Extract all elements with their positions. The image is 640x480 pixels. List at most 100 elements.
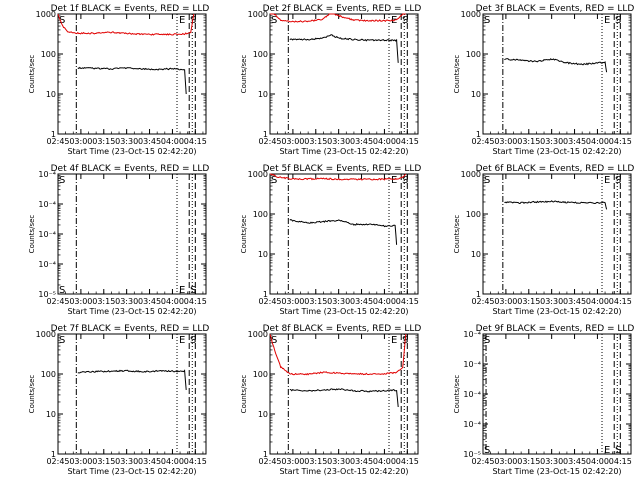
x-tick-label: 04:00 bbox=[161, 457, 184, 466]
axes-frame bbox=[482, 13, 632, 135]
lld-series-line bbox=[57, 13, 195, 36]
detector-panel: Det 2f BLACK = Events, RED = LLD 1 10 100 10… bbox=[240, 4, 421, 156]
x-tick-label: 03:30 bbox=[540, 297, 563, 306]
x-tick-label: 03:00 bbox=[281, 137, 304, 146]
y-axis-label: Counts/sec bbox=[240, 55, 248, 94]
x-tick-label: 04:15 bbox=[184, 457, 207, 466]
marker-label: E bbox=[179, 335, 185, 346]
marker-label: E bbox=[391, 175, 397, 186]
x-tick-label: 03:15 bbox=[304, 137, 327, 146]
marker-label: S bbox=[484, 335, 490, 346]
x-tick-label: 04:15 bbox=[609, 297, 632, 306]
marker-label: S bbox=[190, 335, 196, 346]
x-axis-label: Start Time (23-Oct-15 02:42:20) bbox=[67, 147, 196, 156]
x-tick-label: 04:00 bbox=[161, 137, 184, 146]
events-series-line bbox=[77, 369, 187, 390]
x-tick-label: 03:45 bbox=[563, 457, 586, 466]
x-tick-label: 03:00 bbox=[494, 137, 517, 146]
x-tick-label: 02:45 bbox=[471, 457, 494, 466]
axes-frame bbox=[57, 13, 207, 135]
y-tick-label: 100 bbox=[253, 370, 268, 379]
x-tick-label: 03:00 bbox=[281, 297, 304, 306]
y-axis-label: Counts/sec bbox=[453, 215, 461, 254]
marker-label: S bbox=[615, 15, 621, 26]
marker-label: E bbox=[604, 445, 610, 456]
x-tick-label: 03:30 bbox=[115, 137, 138, 146]
y-tick-label: 1000 bbox=[248, 330, 268, 339]
marker-label: S bbox=[59, 335, 65, 346]
marker-label: E bbox=[391, 335, 397, 346]
y-axis-label: Counts/sec bbox=[28, 55, 36, 94]
y-tick-label: 1000 bbox=[461, 10, 481, 19]
x-tick-label: 03:30 bbox=[327, 297, 350, 306]
marker-label: E bbox=[604, 15, 610, 26]
x-tick-label: 03:00 bbox=[494, 457, 517, 466]
y-tick-label: 10⁻⁴ bbox=[463, 330, 481, 339]
y-tick-label: 100 bbox=[466, 210, 481, 219]
lld-series-line bbox=[270, 173, 407, 181]
x-tick-label: 03:00 bbox=[69, 457, 92, 466]
events-series-line bbox=[289, 219, 398, 245]
panel-title: Det 8f BLACK = Events, RED = LLD bbox=[263, 324, 422, 334]
events-series-line bbox=[77, 66, 187, 95]
y-tick-label: 1000 bbox=[36, 10, 56, 19]
x-tick-label: 02:45 bbox=[46, 137, 69, 146]
marker-label: S bbox=[59, 15, 65, 26]
x-tick-label: 03:15 bbox=[304, 297, 327, 306]
y-axis-label: Counts/sec bbox=[240, 215, 248, 254]
x-axis-label: Start Time (23-Oct-15 02:42:20) bbox=[492, 467, 621, 476]
y-axis-label: Counts/sec bbox=[28, 215, 36, 254]
x-tick-label: 03:45 bbox=[350, 457, 373, 466]
marker-label: E bbox=[179, 285, 185, 296]
x-tick-label: 03:45 bbox=[138, 297, 161, 306]
y-axis-label: Counts/sec bbox=[453, 55, 461, 94]
x-tick-label: 03:00 bbox=[494, 297, 517, 306]
x-tick-label: 03:45 bbox=[563, 137, 586, 146]
y-tick-label: 10⁻⁴ bbox=[38, 230, 56, 239]
x-axis-label: Start Time (23-Oct-15 02:42:20) bbox=[492, 307, 621, 316]
panel-title: Det 1f BLACK = Events, RED = LLD bbox=[51, 4, 210, 14]
x-axis-label: Start Time (23-Oct-15 02:42:20) bbox=[279, 147, 408, 156]
x-tick-label: 02:45 bbox=[46, 297, 69, 306]
y-tick-label: 10⁻⁴ bbox=[38, 200, 56, 209]
axes-frame bbox=[57, 333, 207, 455]
x-tick-label: 04:15 bbox=[396, 297, 419, 306]
x-tick-label: 03:45 bbox=[350, 137, 373, 146]
marker-label: E bbox=[179, 15, 185, 26]
marker-label: S bbox=[271, 335, 277, 346]
x-tick-label: 04:15 bbox=[396, 457, 419, 466]
x-tick-label: 02:45 bbox=[46, 457, 69, 466]
x-axis-label: Start Time (23-Oct-15 02:42:20) bbox=[279, 307, 408, 316]
x-tick-label: 03:45 bbox=[138, 457, 161, 466]
x-tick-label: 03:30 bbox=[327, 137, 350, 146]
x-tick-label: 03:00 bbox=[281, 457, 304, 466]
x-tick-label: 04:00 bbox=[373, 137, 396, 146]
y-tick-label: 100 bbox=[41, 50, 56, 59]
events-series-line bbox=[504, 200, 608, 210]
y-tick-label: 1000 bbox=[248, 170, 268, 179]
x-axis-label: Start Time (23-Oct-15 02:42:20) bbox=[492, 147, 621, 156]
marker-label: S bbox=[59, 175, 65, 186]
x-tick-label: 02:45 bbox=[258, 297, 281, 306]
x-axis-label: Start Time (23-Oct-15 02:42:20) bbox=[279, 467, 408, 476]
x-tick-label: 04:15 bbox=[609, 137, 632, 146]
x-tick-label: 03:45 bbox=[563, 297, 586, 306]
y-tick-label: 10 bbox=[258, 410, 268, 419]
x-tick-label: 02:45 bbox=[258, 457, 281, 466]
y-tick-label: 100 bbox=[253, 210, 268, 219]
axes-frame bbox=[482, 173, 632, 295]
detector-panel: Det 9f BLACK = Events, RED = LLD 10⁻⁵ 10⁻⁴… bbox=[453, 324, 634, 476]
panel-title: Det 2f BLACK = Events, RED = LLD bbox=[263, 4, 422, 14]
y-tick-label: 1000 bbox=[461, 170, 481, 179]
panel-title: Det 4f BLACK = Events, RED = LLD bbox=[51, 164, 210, 174]
y-tick-label: 10⁻⁴ bbox=[38, 260, 56, 269]
x-tick-label: 03:30 bbox=[540, 457, 563, 466]
x-tick-label: 04:00 bbox=[373, 297, 396, 306]
y-tick-label: 10⁻⁴ bbox=[38, 170, 56, 179]
x-tick-label: 02:45 bbox=[258, 137, 281, 146]
marker-label: S bbox=[271, 15, 277, 26]
x-tick-label: 04:15 bbox=[184, 297, 207, 306]
x-tick-label: 02:45 bbox=[471, 297, 494, 306]
y-axis-label: Counts/sec bbox=[240, 375, 248, 414]
x-tick-label: 04:00 bbox=[586, 297, 609, 306]
